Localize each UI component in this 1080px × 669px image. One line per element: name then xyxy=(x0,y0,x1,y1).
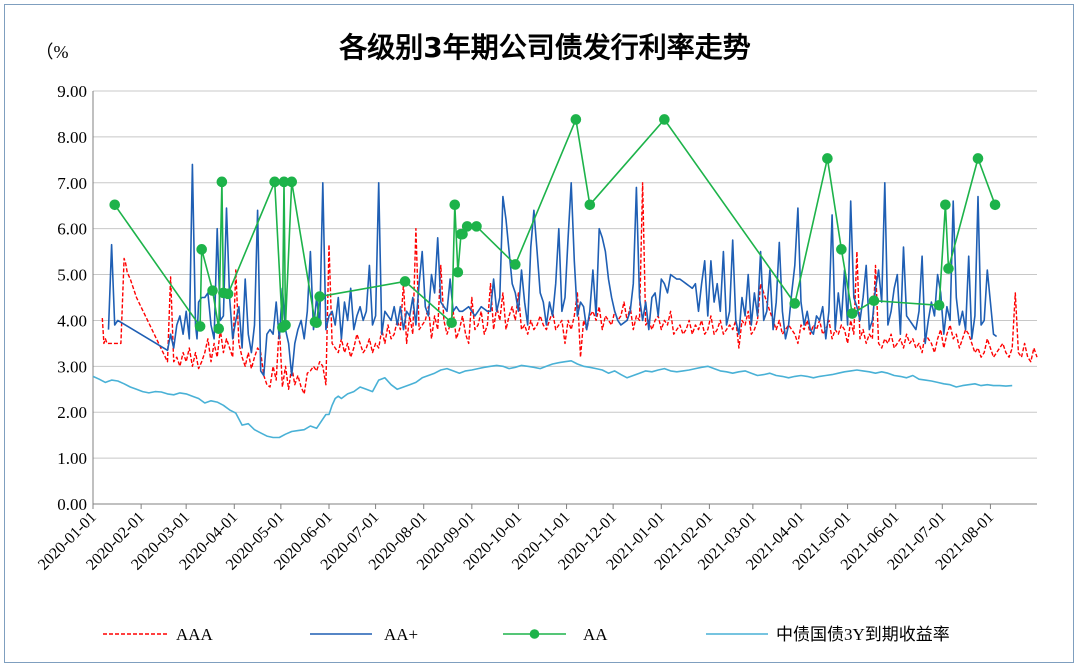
legend: AAA AA+ AA 中债国债3Y到期收益率 xyxy=(103,625,950,644)
data-point xyxy=(846,308,858,319)
data-point xyxy=(280,319,291,331)
y-tick-label: 7.00 xyxy=(57,174,87,193)
series-line xyxy=(107,163,998,377)
data-point xyxy=(972,153,984,164)
data-point xyxy=(216,176,228,188)
data-point xyxy=(868,295,880,307)
chart-title: 各级别3年期公司债发行利率走势 xyxy=(338,31,750,64)
data-point xyxy=(940,199,951,211)
data-point xyxy=(659,114,670,125)
legend-label: AA xyxy=(583,625,608,644)
y-tick-label: 9.00 xyxy=(57,82,87,101)
data-point xyxy=(943,263,954,274)
y-tick-label: 2.00 xyxy=(57,403,87,422)
series-1 xyxy=(107,163,998,377)
data-point xyxy=(584,199,596,211)
data-point xyxy=(194,321,206,332)
data-point xyxy=(461,221,473,232)
data-point xyxy=(109,199,121,211)
data-point xyxy=(989,199,1001,211)
y-tick-label: 4.00 xyxy=(57,311,87,330)
legend-label: 中债国债3Y到期收益率 xyxy=(776,625,950,644)
series-line xyxy=(92,359,1013,439)
series-line xyxy=(101,182,1038,395)
data-point xyxy=(570,114,582,125)
data-point xyxy=(789,298,801,309)
data-point xyxy=(457,228,468,240)
data-point xyxy=(510,259,521,270)
y-tick-label: 8.00 xyxy=(57,128,87,147)
data-point xyxy=(213,323,225,335)
series-2 xyxy=(109,114,1001,335)
data-point xyxy=(836,244,847,255)
y-tick-label: 1.00 xyxy=(57,449,87,468)
data-point xyxy=(933,300,945,311)
data-point xyxy=(286,176,298,188)
chart-frame xyxy=(4,4,1074,663)
data-point xyxy=(222,288,234,300)
y-axis-ticks: 0.00 1.00 2.00 3.00 4.00 5.00 6.00 7.00 8.00 9.00 xyxy=(57,82,87,514)
series-0 xyxy=(101,182,1038,395)
legend-marker xyxy=(529,629,540,639)
y-tick-label: 3.00 xyxy=(57,357,87,376)
data-point xyxy=(399,276,411,287)
x-axis-ticks: 2020-01-012020-02-012020-03-012020-04-01… xyxy=(35,509,997,574)
series-layer xyxy=(92,114,1038,439)
data-point xyxy=(196,244,207,255)
legend-label: AA+ xyxy=(384,625,418,644)
y-tick-label: 6.00 xyxy=(57,220,87,239)
data-point xyxy=(269,176,280,188)
legend-label: AAA xyxy=(176,625,214,644)
series-3 xyxy=(92,359,1013,439)
data-point xyxy=(207,285,218,296)
y-tick-label: 0.00 xyxy=(57,495,87,514)
data-point xyxy=(471,221,482,232)
data-point xyxy=(822,153,833,164)
y-unit-label: （% xyxy=(36,42,69,62)
data-point xyxy=(446,317,457,329)
data-point xyxy=(314,291,325,302)
data-point xyxy=(449,199,461,211)
y-tick-label: 5.00 xyxy=(57,266,87,285)
data-point xyxy=(311,317,322,329)
data-point xyxy=(452,266,464,278)
